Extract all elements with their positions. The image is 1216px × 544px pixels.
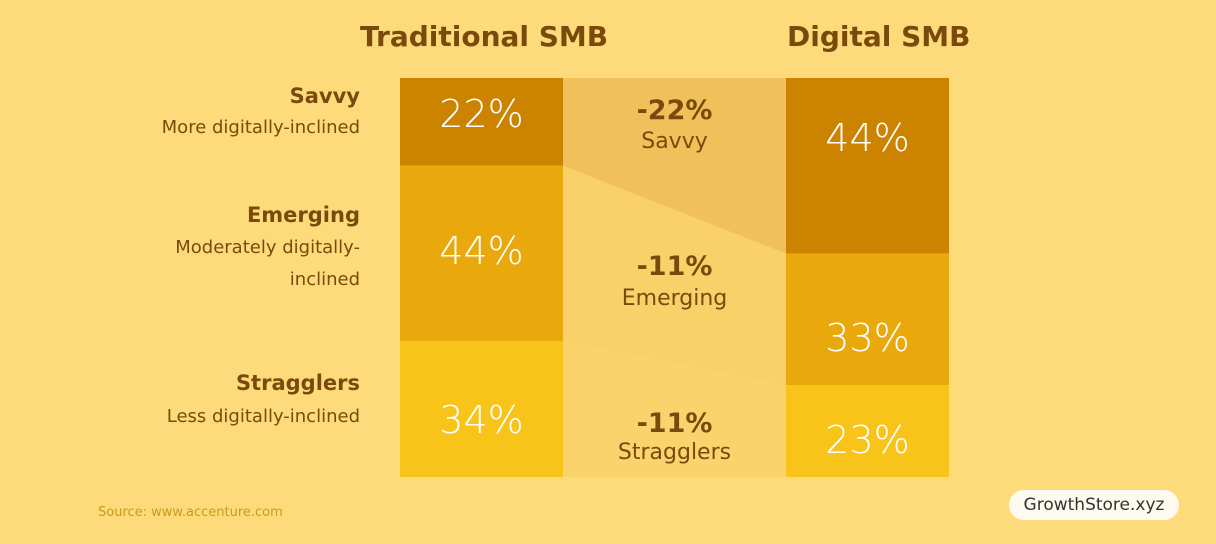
- value-label-traditional-emerging: 44%: [439, 229, 523, 273]
- source-note: Source: www.accenture.com: [98, 505, 283, 520]
- value-label-digital-emerging: 33%: [825, 316, 909, 360]
- category-stragglers-description: Less digitally-inclined: [166, 406, 360, 427]
- difference-value-savvy: -22%: [637, 95, 713, 126]
- category-emerging-name: Emerging: [246, 203, 360, 227]
- difference-value-emerging: -11%: [637, 251, 713, 282]
- bar-traditional-savvy: [400, 78, 563, 166]
- bar-digital-stragglers: [786, 385, 949, 477]
- traditional-smb-title: Traditional SMB: [360, 20, 609, 53]
- value-label-digital-savvy: 44%: [825, 116, 909, 160]
- difference-value-stragglers: -11%: [637, 408, 713, 439]
- bar-traditional-emerging: [400, 165, 563, 342]
- difference-name-stragglers: Stragglers: [618, 440, 731, 465]
- difference-name-savvy: Savvy: [641, 129, 708, 154]
- category-savvy-name: Savvy: [289, 84, 360, 108]
- value-label-traditional-savvy: 22%: [439, 92, 523, 136]
- digital-smb-title: Digital SMB: [787, 20, 971, 53]
- bar-digital-emerging: [786, 253, 949, 386]
- bar-traditional-stragglers: [400, 341, 563, 477]
- category-savvy-description: More digitally-inclined: [161, 117, 360, 138]
- value-label-traditional-stragglers: 34%: [439, 398, 523, 442]
- connector-band-savvy: [563, 78, 786, 254]
- category-emerging-description: Moderately digitally-inclined: [175, 237, 360, 290]
- connector-band-stragglers: [563, 341, 786, 477]
- value-label-digital-stragglers: 23%: [825, 418, 909, 462]
- bar-digital-savvy: [786, 78, 949, 254]
- difference-name-emerging: Emerging: [622, 286, 728, 311]
- category-stragglers-name: Stragglers: [235, 371, 360, 395]
- growthstore-logo: GrowthStore.xyz: [1009, 490, 1179, 520]
